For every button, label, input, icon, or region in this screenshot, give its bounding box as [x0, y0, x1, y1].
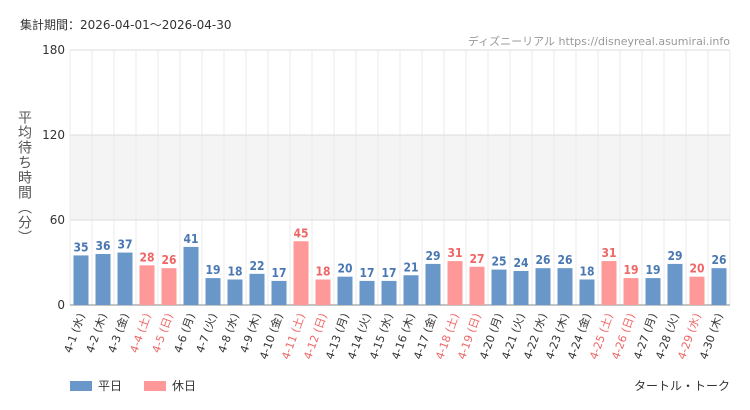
- data-label: 17: [359, 266, 374, 280]
- legend-label-holiday: 休日: [172, 379, 197, 393]
- y-tick-label: 0: [57, 298, 65, 312]
- bar: [535, 268, 551, 305]
- bar: [645, 278, 661, 305]
- y-tick-label: 180: [42, 43, 65, 57]
- bar: [293, 241, 309, 305]
- bar: [557, 268, 573, 305]
- data-label: 45: [293, 226, 308, 240]
- bar: [447, 261, 463, 305]
- legend-swatch-holiday: [144, 380, 167, 391]
- bar: [359, 280, 375, 305]
- data-label: 26: [161, 253, 176, 267]
- data-label: 26: [557, 253, 572, 267]
- bar: [381, 280, 397, 305]
- y-axis-label: 平均待ち時間（分）: [16, 110, 32, 245]
- data-label: 20: [337, 262, 352, 276]
- legend: 平日 休日: [70, 377, 218, 394]
- bar: [491, 269, 507, 305]
- y-tick-label: 60: [50, 213, 65, 227]
- data-label: 24: [513, 256, 529, 270]
- data-label: 25: [491, 255, 506, 269]
- bar: [315, 279, 331, 305]
- bar: [139, 265, 155, 305]
- data-label: 19: [645, 263, 660, 277]
- legend-item-holiday: 休日: [144, 377, 196, 394]
- bar: [95, 254, 111, 305]
- data-label: 21: [403, 260, 418, 274]
- bar: [73, 255, 89, 305]
- bar: [205, 278, 221, 305]
- bar: [623, 278, 639, 305]
- bar: [249, 273, 265, 305]
- period-text: 集計期間：2026-04-01～2026-04-30: [20, 18, 232, 32]
- data-label: 26: [711, 253, 726, 267]
- data-label: 36: [95, 239, 110, 253]
- bar: [425, 263, 441, 305]
- data-label: 22: [249, 259, 264, 273]
- data-label: 17: [381, 266, 396, 280]
- data-label: 37: [117, 238, 132, 252]
- bar: [469, 266, 485, 305]
- bar: [513, 271, 529, 305]
- data-label: 29: [667, 249, 682, 263]
- bar: [579, 279, 595, 305]
- data-label: 35: [73, 240, 88, 254]
- data-label: 20: [689, 262, 704, 276]
- data-label: 19: [623, 263, 638, 277]
- legend-swatch-weekday: [70, 380, 92, 391]
- bar: [117, 252, 133, 305]
- bar: [183, 246, 199, 305]
- bar: [689, 276, 705, 305]
- bar: [161, 268, 177, 305]
- bar: [711, 268, 727, 305]
- legend-label-weekday: 平日: [98, 379, 123, 393]
- data-label: 27: [469, 252, 484, 266]
- bar: [601, 261, 617, 305]
- bar: [337, 276, 353, 305]
- data-label: 18: [227, 265, 242, 279]
- y-tick-label: 120: [42, 128, 65, 142]
- data-label: 19: [205, 263, 220, 277]
- data-label: 29: [425, 249, 440, 263]
- data-label: 18: [579, 265, 594, 279]
- attraction-name: タートル・トーク: [633, 379, 730, 393]
- data-label: 18: [315, 265, 330, 279]
- data-label: 26: [535, 253, 550, 267]
- bar: [271, 280, 287, 305]
- data-label: 17: [271, 266, 286, 280]
- data-label: 31: [447, 246, 462, 260]
- data-label: 31: [601, 246, 616, 260]
- data-label: 41: [183, 232, 198, 246]
- bar: [227, 279, 243, 305]
- bar: [667, 263, 683, 305]
- data-label: 28: [139, 250, 154, 264]
- legend-item-weekday: 平日: [70, 377, 122, 394]
- source-credit[interactable]: ディズニーリアル https://disneyreal.asumirai.inf…: [467, 35, 730, 48]
- bar: [403, 275, 419, 305]
